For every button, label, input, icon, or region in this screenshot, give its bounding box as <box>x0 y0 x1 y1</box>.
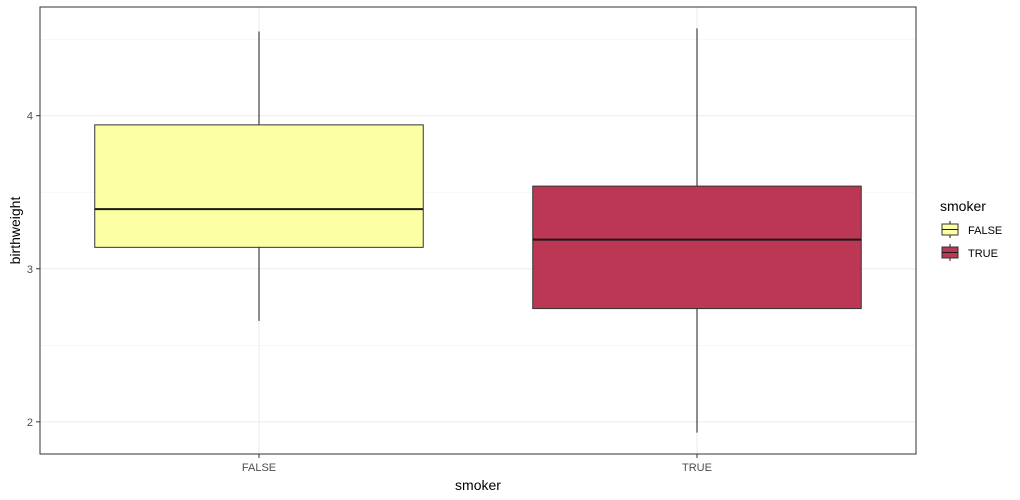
box-true <box>532 28 862 433</box>
y-tick-label: 2 <box>27 417 33 429</box>
y-axis-ticks: 2 3 4 <box>27 111 40 429</box>
box-series <box>94 28 862 433</box>
legend-item-true: TRUE <box>941 244 998 261</box>
x-axis-title: smoker <box>455 477 501 493</box>
legend: smoker FALSE TRUE <box>940 198 1002 261</box>
y-tick-label: 3 <box>27 264 33 276</box>
x-tick-label: FALSE <box>242 462 276 474</box>
legend-item-false: FALSE <box>941 221 1002 238</box>
box-iqr <box>94 124 424 248</box>
box-false <box>94 31 424 321</box>
legend-label: TRUE <box>968 248 998 260</box>
x-tick-label: TRUE <box>682 462 712 474</box>
x-axis-ticks: FALSE TRUE <box>242 454 712 474</box>
plot-panel-border <box>39 6 917 455</box>
box-iqr <box>532 185 862 310</box>
y-axis-title: birthweight <box>7 197 23 265</box>
legend-title: smoker <box>940 198 986 214</box>
legend-label: FALSE <box>968 225 1002 237</box>
y-tick-label: 4 <box>27 111 33 123</box>
